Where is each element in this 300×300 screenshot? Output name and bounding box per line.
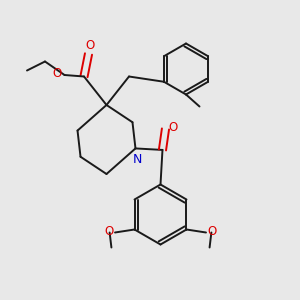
Text: O: O — [53, 67, 62, 80]
Text: N: N — [132, 153, 142, 166]
Text: O: O — [168, 121, 177, 134]
Text: O: O — [105, 225, 114, 238]
Text: O: O — [85, 39, 94, 52]
Text: O: O — [207, 225, 216, 238]
